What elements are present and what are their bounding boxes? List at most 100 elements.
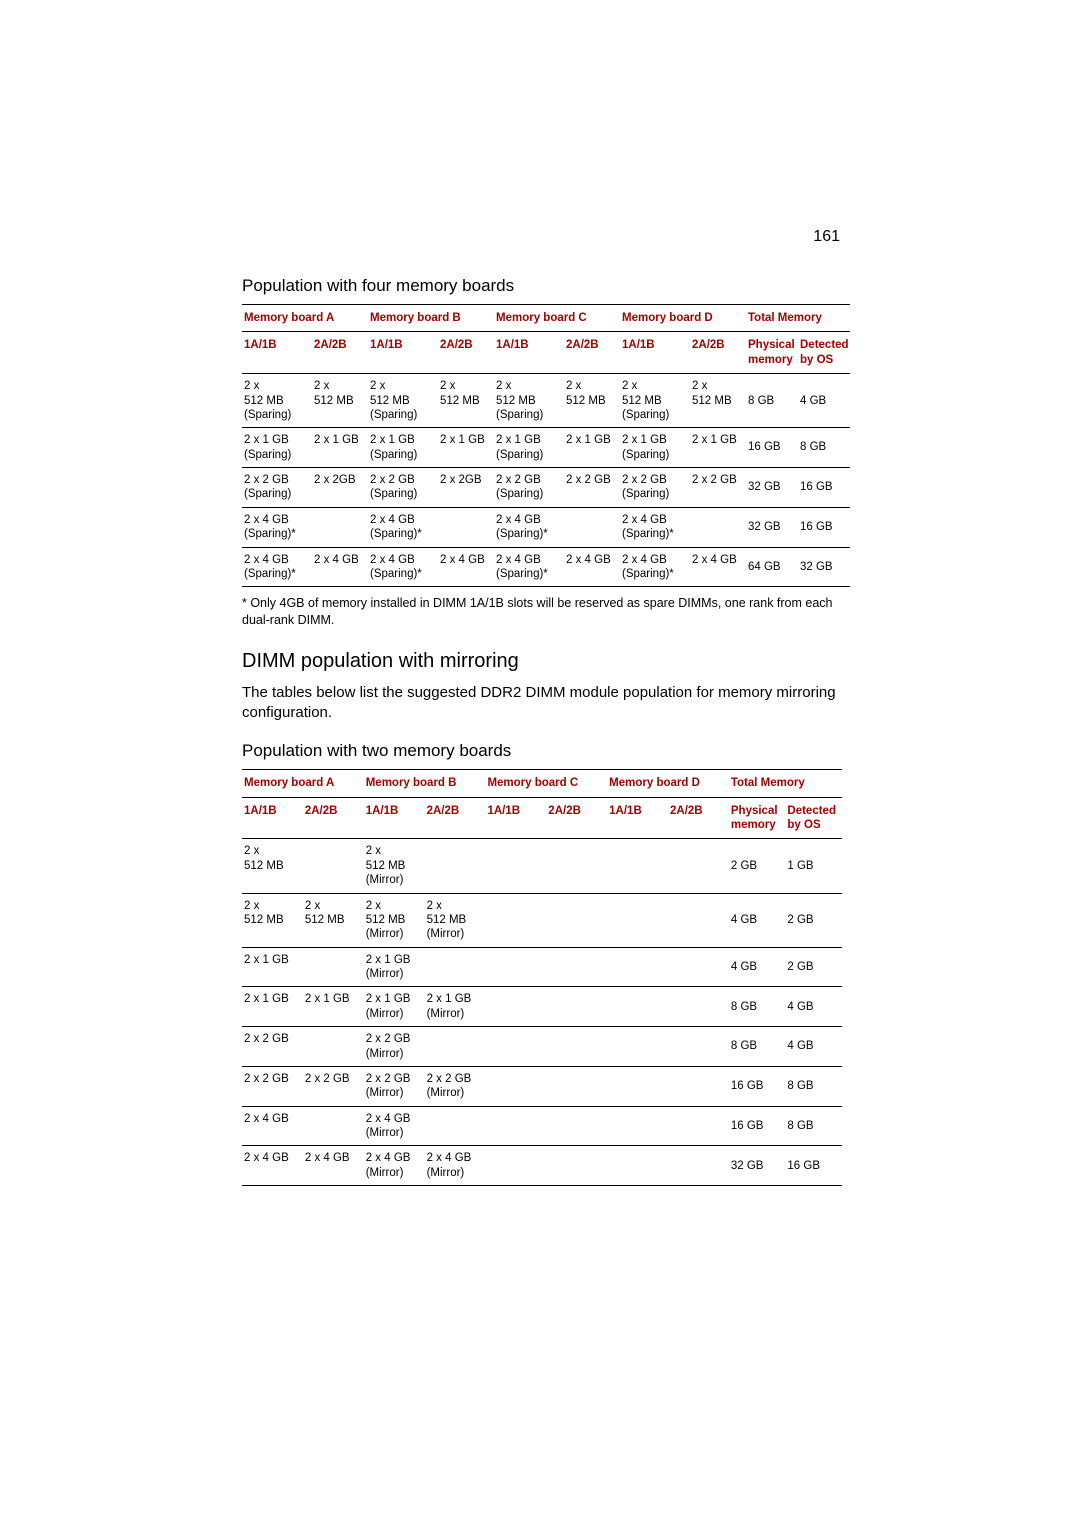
col-detected: Detected by OS	[785, 797, 842, 839]
col-physical: Physical memory	[729, 797, 786, 839]
table-row: 2 x 4 GB(Sparing)*2 x 4 GB2 x 4 GB(Spari…	[242, 547, 850, 587]
table-cell: 4 GB	[729, 947, 786, 987]
table-cell: 2 x 1 GB(Sparing)	[620, 428, 690, 468]
col-2a2b: 2A/2B	[668, 797, 729, 839]
table-cell	[546, 893, 607, 947]
table-cell: 2 x 2 GB(Mirror)	[425, 1066, 486, 1106]
table-cell: 8 GB	[729, 1027, 786, 1067]
table-cell: 2 x 2 GB(Sparing)	[494, 468, 564, 508]
table-cell: 8 GB	[785, 1106, 842, 1146]
table-cell: 2 x 4 GB(Sparing)*	[494, 547, 564, 587]
table-cell: 2 x 4 GB(Sparing)*	[242, 507, 312, 547]
table-cell: 2 x512 MB(Sparing)	[242, 374, 312, 428]
table-cell: 2 x512 MB(Sparing)	[368, 374, 438, 428]
table-cell: 2 x512 MB	[312, 374, 368, 428]
col-detected: Detected by OS	[798, 332, 850, 374]
table-cell	[425, 947, 486, 987]
table-cell: 8 GB	[729, 987, 786, 1027]
table-cell: 2 x 2 GB	[564, 468, 620, 508]
table-cell: 2 x512 MB	[438, 374, 494, 428]
table-cell	[485, 987, 546, 1027]
table-cell: 2 x 1 GB	[564, 428, 620, 468]
table-two-boards: Memory board A Memory board B Memory boa…	[242, 769, 842, 1186]
table-cell: 16 GB	[729, 1066, 786, 1106]
table-four-boards: Memory board A Memory board B Memory boa…	[242, 304, 850, 587]
table-row: 2 x 4 GB(Sparing)* 2 x 4 GB(Sparing)* 2 x …	[242, 507, 850, 547]
table-cell	[607, 1146, 668, 1186]
table-cell	[668, 1027, 729, 1067]
col-2a2b: 2A/2B	[312, 332, 368, 374]
table-cell: 2 x 2 GB(Sparing)	[620, 468, 690, 508]
table-cell: 2 x512 MB(Mirror)	[364, 893, 425, 947]
col-group-board-a: Memory board A	[242, 770, 364, 797]
table-cell: 2 x 4 GB	[564, 547, 620, 587]
col-2a2b: 2A/2B	[564, 332, 620, 374]
table-row: 2 x 1 GB2 x 1 GB2 x 1 GB(Mirror)2 x 1 GB…	[242, 987, 842, 1027]
table-cell: 2 x 1 GB(Mirror)	[364, 947, 425, 987]
table-cell: 2 x 4 GB(Sparing)*	[620, 507, 690, 547]
table-cell: 2 x512 MB(Sparing)	[494, 374, 564, 428]
table-cell	[607, 839, 668, 893]
table-cell	[668, 947, 729, 987]
table-cell: 2 x 1 GB	[690, 428, 746, 468]
subheading-four-boards: Population with four memory boards	[242, 276, 842, 296]
table-cell	[564, 507, 620, 547]
table-cell: 2 x 4 GB(Sparing)*	[242, 547, 312, 587]
table-cell: 2 x 4 GB	[242, 1106, 303, 1146]
table-cell: 2 x 2 GB(Sparing)	[368, 468, 438, 508]
table-cell: 32 GB	[798, 547, 850, 587]
table-cell: 2 x 4 GB	[242, 1146, 303, 1186]
col-1a1b: 1A/1B	[494, 332, 564, 374]
body-mirroring: The tables below list the suggested DDR2…	[242, 683, 842, 724]
table-cell	[425, 1027, 486, 1067]
table-cell	[546, 1066, 607, 1106]
table-cell: 8 GB	[785, 1066, 842, 1106]
col-2a2b: 2A/2B	[438, 332, 494, 374]
table-cell	[668, 987, 729, 1027]
table-cell	[303, 1027, 364, 1067]
content-area: Population with four memory boards Memor…	[242, 276, 842, 1186]
table-cell: 4 GB	[785, 1027, 842, 1067]
table-cell	[303, 839, 364, 893]
table-cell	[546, 839, 607, 893]
table-cell: 8 GB	[746, 374, 798, 428]
table-cell	[607, 893, 668, 947]
table-cell: 2 x512 MB	[690, 374, 746, 428]
table-cell: 32 GB	[729, 1146, 786, 1186]
subheading-two-boards: Population with two memory boards	[242, 741, 842, 761]
table-cell	[668, 1146, 729, 1186]
table-cell: 64 GB	[746, 547, 798, 587]
table-cell: 2 x 1 GB	[438, 428, 494, 468]
table-cell	[485, 1106, 546, 1146]
table-cell: 2 x 1 GB	[242, 947, 303, 987]
table-cell: 16 GB	[785, 1146, 842, 1186]
table-cell: 2 x 4 GB	[438, 547, 494, 587]
page: 161 Population with four memory boards M…	[0, 0, 1080, 1528]
table2-body: 2 x512 MB2 x512 MB(Mirror)2 GB1 GB2 x512…	[242, 839, 842, 1186]
table-row: 2 x 4 GB2 x 4 GB2 x 4 GB(Mirror)2 x 4 GB…	[242, 1146, 842, 1186]
table-cell: 2 x 2 GB	[303, 1066, 364, 1106]
page-number: 161	[813, 228, 840, 246]
table-cell: 2 x 4 GB(Sparing)*	[494, 507, 564, 547]
table-cell: 2 x 2 GB	[690, 468, 746, 508]
table-cell: 2 x 1 GB(Sparing)	[242, 428, 312, 468]
table-cell	[546, 1027, 607, 1067]
table-cell: 2 x 4 GB(Sparing)*	[620, 547, 690, 587]
table-cell	[485, 947, 546, 987]
col-1a1b: 1A/1B	[620, 332, 690, 374]
table-cell: 4 GB	[798, 374, 850, 428]
table-cell: 2 x512 MB	[242, 839, 303, 893]
table-cell: 2 x512 MB	[564, 374, 620, 428]
footnote-sparing: * Only 4GB of memory installed in DIMM 1…	[242, 595, 842, 628]
table-cell	[485, 1027, 546, 1067]
table-cell	[425, 1106, 486, 1146]
table-cell: 2 x512 MB(Sparing)	[620, 374, 690, 428]
table-cell: 2 x 4 GB(Sparing)*	[368, 547, 438, 587]
table-cell: 2 x 1 GB(Mirror)	[425, 987, 486, 1027]
col-1a1b: 1A/1B	[242, 332, 312, 374]
table-cell	[425, 839, 486, 893]
col-1a1b: 1A/1B	[242, 797, 303, 839]
table-cell	[607, 1027, 668, 1067]
table-cell: 2 x 2GB	[438, 468, 494, 508]
col-2a2b: 2A/2B	[690, 332, 746, 374]
